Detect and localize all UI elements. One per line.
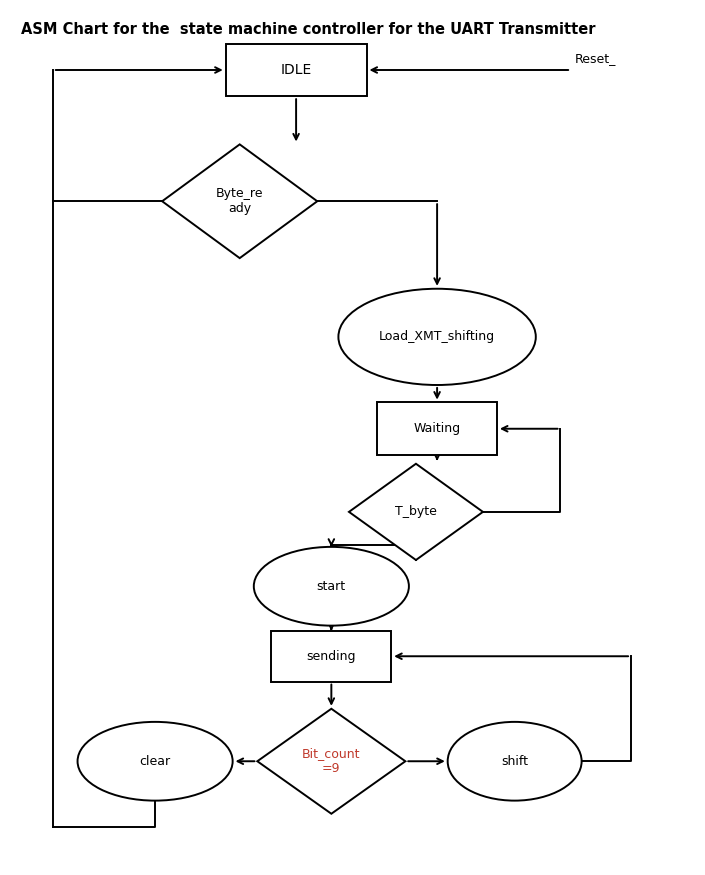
FancyBboxPatch shape: [377, 402, 497, 455]
FancyBboxPatch shape: [226, 44, 367, 96]
Text: shift: shift: [501, 755, 528, 767]
Polygon shape: [349, 464, 483, 560]
Text: Waiting: Waiting: [414, 423, 460, 435]
Text: IDLE: IDLE: [281, 63, 312, 77]
Ellipse shape: [254, 547, 409, 626]
Text: T_byte: T_byte: [395, 506, 437, 518]
Text: start: start: [317, 580, 346, 592]
Text: sending: sending: [307, 650, 356, 662]
Text: Byte_re
ady: Byte_re ady: [216, 187, 264, 215]
Text: Bit_count
=9: Bit_count =9: [302, 747, 360, 775]
FancyBboxPatch shape: [271, 631, 391, 682]
Ellipse shape: [78, 722, 233, 801]
Polygon shape: [257, 709, 405, 814]
Polygon shape: [162, 144, 317, 258]
Text: ASM Chart for the  state machine controller for the UART Transmitter: ASM Chart for the state machine controll…: [21, 22, 596, 37]
Ellipse shape: [448, 722, 582, 801]
Text: Load_XMT_shifting: Load_XMT_shifting: [379, 331, 495, 343]
Text: Reset_: Reset_: [575, 52, 616, 65]
Text: clear: clear: [140, 755, 171, 767]
Ellipse shape: [338, 289, 536, 385]
